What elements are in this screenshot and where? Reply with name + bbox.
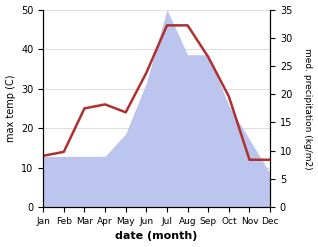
Y-axis label: med. precipitation (kg/m2): med. precipitation (kg/m2) — [303, 48, 313, 169]
Y-axis label: max temp (C): max temp (C) — [5, 75, 16, 142]
X-axis label: date (month): date (month) — [115, 231, 198, 242]
